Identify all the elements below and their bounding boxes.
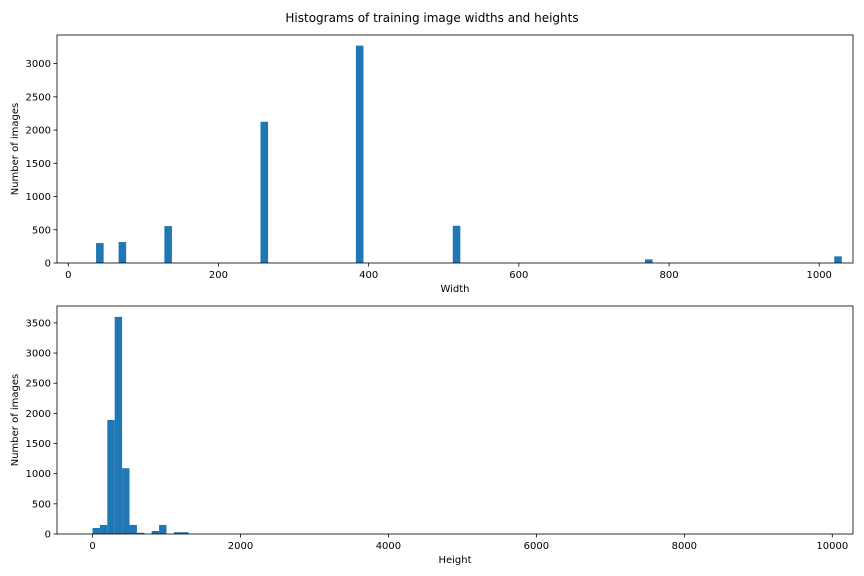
histogram-bar: [129, 524, 137, 534]
x-tick-label: 10000: [816, 541, 848, 552]
histogram-bar: [834, 256, 842, 263]
width-histogram: 0 200 400 600 800 1000 0 500 1000 1500 2000 2500 300…: [10, 34, 854, 295]
x-tick-label: 2000: [228, 541, 253, 552]
y-tick-label: 1500: [26, 439, 51, 450]
axes-frame: [56, 305, 854, 535]
histogram-bar: [452, 225, 461, 263]
y-tick-label: 2500: [26, 92, 51, 103]
histogram-bar: [164, 226, 172, 263]
histogram-bar: [96, 243, 104, 263]
x-tick-label: 200: [209, 270, 228, 281]
y-tick-label: 1000: [26, 469, 51, 480]
histogram-bar: [355, 45, 364, 263]
histogram-bar: [136, 532, 145, 534]
histogram-bar: [92, 527, 100, 534]
x-tick-label: 6000: [524, 541, 549, 552]
y-tick-label: 500: [32, 225, 51, 236]
histogram-bar: [260, 121, 269, 263]
x-tick-label: 600: [509, 270, 528, 281]
x-tick-label: 0: [89, 541, 95, 552]
histogram-bar: [173, 532, 182, 534]
histogram-bar: [122, 468, 130, 534]
histogram-bar: [644, 259, 653, 263]
y-tick-label: 3000: [26, 349, 51, 360]
axes-frame: [56, 34, 854, 264]
y-tick-label: 2000: [26, 409, 51, 420]
x-axis-label: Width: [440, 284, 469, 295]
y-tick-label: 3000: [26, 59, 51, 70]
height-histogram: 0 2000 4000 6000 8000 10000 0 500 1000 1500 2000 25…: [10, 305, 854, 566]
y-tick-label: 0: [45, 530, 51, 541]
x-tick-label: 800: [659, 270, 678, 281]
x-tick-label: 0: [65, 270, 71, 281]
histogram-bar: [181, 532, 189, 534]
x-tick-label: 1000: [806, 270, 831, 281]
histogram-bar: [118, 242, 127, 263]
x-axis-label: Height: [438, 555, 471, 566]
y-axis-label: Number of images: [10, 374, 21, 467]
y-tick-label: 2000: [26, 126, 51, 137]
y-tick-label: 0: [45, 259, 51, 270]
histogram-bar: [99, 524, 108, 534]
y-tick-label: 3500: [26, 318, 51, 329]
y-tick-label: 1500: [26, 159, 51, 170]
y-tick-label: 1000: [26, 192, 51, 203]
y-tick-label: 2500: [26, 379, 51, 390]
x-tick-label: 8000: [672, 541, 697, 552]
figure-suptitle: Histograms of training image widths and …: [285, 11, 578, 25]
x-tick-label: 400: [359, 270, 378, 281]
y-axis-label: Number of images: [10, 103, 21, 196]
histogram-bar: [107, 420, 115, 534]
x-tick-label: 4000: [376, 541, 401, 552]
histogram-bar: [114, 316, 123, 534]
histogram-bar: [151, 530, 160, 534]
histogram-bar: [159, 524, 167, 534]
y-tick-label: 500: [32, 499, 51, 510]
